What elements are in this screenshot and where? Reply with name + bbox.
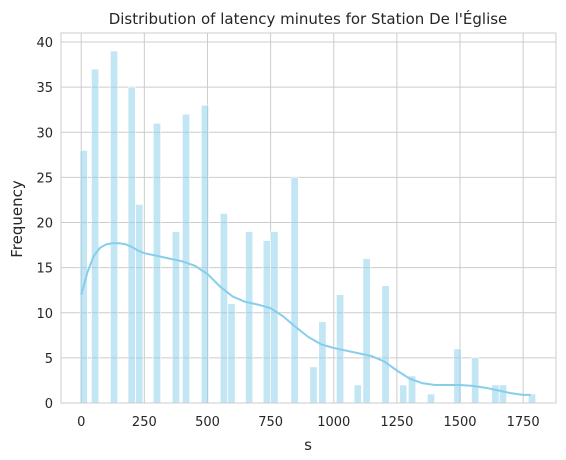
histogram-bar: [427, 393, 435, 404]
x-tick-label: 250: [132, 415, 157, 430]
histogram-bar: [362, 258, 371, 404]
histogram-bar: [219, 213, 228, 404]
histogram-bar: [91, 68, 100, 404]
histogram-bar: [245, 231, 254, 404]
y-tick-label: 30: [36, 126, 53, 141]
y-axis-label: Frequency: [8, 180, 26, 258]
histogram-bar: [353, 384, 362, 404]
y-tick-label: 10: [36, 307, 53, 322]
histogram-bar: [153, 122, 161, 404]
plot-frame: [60, 32, 557, 404]
x-tick-label: 1250: [380, 415, 413, 430]
histogram-bar: [309, 366, 318, 404]
histogram-bar: [290, 177, 299, 404]
histogram-bar: [200, 104, 209, 404]
histogram-bar: [227, 303, 236, 404]
x-tick-label: 1500: [443, 415, 476, 430]
y-tick-label: 20: [36, 217, 53, 232]
histogram-bar: [399, 384, 408, 404]
x-tick-label: 1750: [507, 415, 540, 430]
y-tick-label: 15: [36, 262, 53, 277]
kde-curve: [80, 242, 531, 396]
histogram-bar: [471, 357, 480, 404]
histogram-bar: [171, 231, 180, 404]
histogram-bar: [491, 384, 500, 404]
chart-title: Distribution of latency minutes for Stat…: [109, 9, 508, 28]
histogram-bar: [318, 321, 327, 404]
histogram-bars: [79, 50, 536, 404]
histogram-bar: [135, 204, 144, 404]
y-tick-label: 40: [36, 36, 53, 51]
histogram-bar: [453, 348, 462, 404]
histogram-bar: [110, 50, 119, 404]
x-tick-label: 500: [195, 415, 220, 430]
histogram-bar: [381, 285, 390, 404]
histogram-bar: [262, 240, 271, 404]
y-tick-label: 5: [45, 352, 53, 367]
histogram-bar: [182, 113, 190, 404]
x-tick-label: 0: [77, 415, 85, 430]
x-tick-labels: 0 250 500 750 1000 1250 1500 1750: [77, 415, 540, 430]
x-axis-label: s: [304, 436, 312, 454]
y-tick-label: 35: [36, 81, 53, 96]
y-tick-label: 0: [45, 397, 53, 412]
grid-lines: [61, 33, 556, 404]
x-tick-label: 1000: [317, 415, 350, 430]
histogram-bar: [270, 231, 279, 404]
y-tick-label: 25: [36, 171, 53, 186]
histogram-bar: [498, 384, 507, 404]
x-tick-label: 750: [258, 415, 283, 430]
y-tick-labels: 0 5 10 15 20 25 30 35 40: [36, 36, 53, 412]
